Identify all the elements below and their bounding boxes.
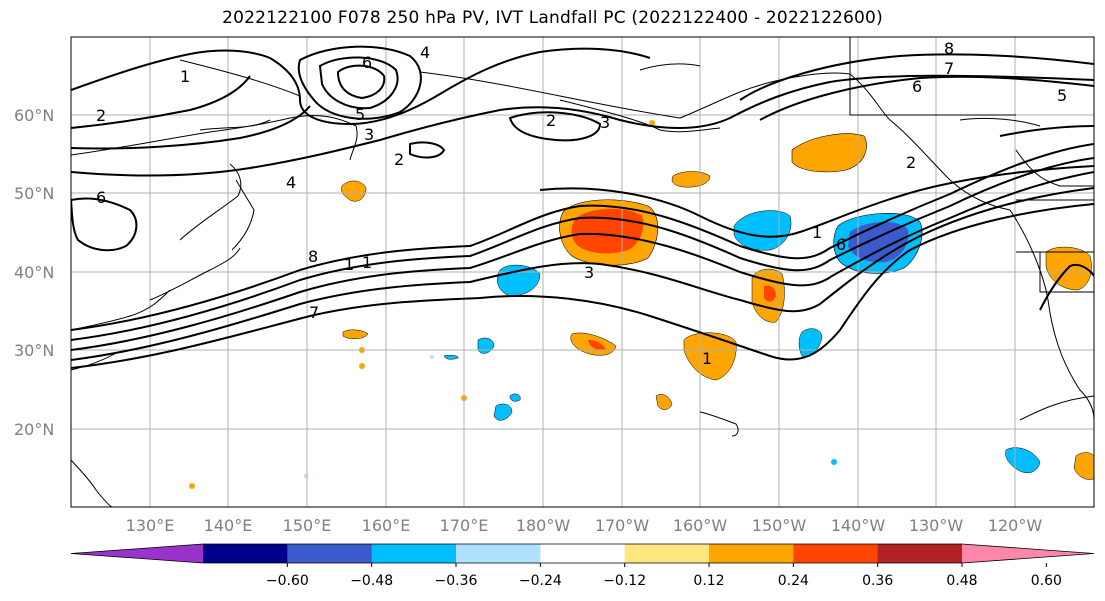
colorbar-outline <box>70 543 1095 564</box>
lon-label: 140°E <box>204 516 253 535</box>
contour-label: 8 <box>308 247 318 266</box>
colorbar-tick-label: 0.36 <box>862 573 893 589</box>
colorbar-tick-label: −0.48 <box>350 573 393 589</box>
pc-positive-blob <box>655 394 673 410</box>
colorbar-segment <box>709 544 794 563</box>
pv-contours <box>71 45 1094 369</box>
colorbar-tick-label: −0.36 <box>435 573 478 589</box>
contour-label: 1 <box>180 67 190 86</box>
pc-negative-blob <box>509 393 521 402</box>
lon-label: 170°E <box>440 516 489 535</box>
contour-label: 3 <box>364 125 374 144</box>
contour-label: 7 <box>944 59 954 78</box>
colorbar-tick-label: 0.24 <box>778 573 809 589</box>
pc-negative-blob <box>443 354 459 360</box>
lon-label: 150°E <box>283 516 332 535</box>
contour-label: 4 <box>286 173 296 192</box>
lon-label: 120°W <box>988 516 1043 535</box>
contour-label: 5 <box>355 105 365 124</box>
colorbar-tick-label: 0.48 <box>946 573 977 589</box>
colorbar-segment <box>203 544 288 563</box>
latitude-labels: 20°N 30°N 40°N 50°N 60°N <box>14 106 54 439</box>
lon-label: 160°W <box>673 516 728 535</box>
contour-label: 1 <box>362 253 372 272</box>
lon-label: 130°E <box>126 516 175 535</box>
contour-label: 3 <box>584 263 594 282</box>
colorbar-extend-low <box>71 544 203 563</box>
contour-label: 4 <box>420 43 430 62</box>
colorbar-ticks: −0.60 −0.48 −0.36 −0.24 −0.12 0.12 0.24 0.36 0.4… <box>266 563 1062 589</box>
contour-label: 1 <box>702 349 712 368</box>
contour-label: 2 <box>96 106 106 125</box>
colorbar-extend-high <box>962 544 1094 563</box>
pc-positive-core <box>764 285 776 302</box>
lat-label: 30°N <box>14 341 54 360</box>
contour-label: 7 <box>309 303 319 322</box>
lon-label: 180°W <box>516 516 571 535</box>
pc-negative-blob <box>1005 447 1041 473</box>
pc-negative-dot <box>430 355 434 359</box>
colorbar-segment <box>624 544 710 563</box>
contour-label: 5 <box>1057 86 1067 105</box>
lon-label: 150°W <box>752 516 807 535</box>
pc-shading <box>189 120 1094 489</box>
colorbar-segment <box>287 544 373 563</box>
lat-label: 50°N <box>14 184 54 203</box>
pc-positive-dot <box>649 120 655 126</box>
pc-positive-blob <box>1073 452 1094 480</box>
pc-positive-dot <box>189 483 195 489</box>
colorbar-segment <box>371 544 457 563</box>
pc-positive-dot <box>359 363 365 369</box>
colorbar-segment <box>793 544 879 563</box>
lon-label: 130°W <box>909 516 964 535</box>
contour-label: 2 <box>906 153 916 172</box>
pc-positive-blob <box>683 332 737 381</box>
pc-positive-blob <box>671 171 711 188</box>
colorbar-tick-label: −0.12 <box>603 573 646 589</box>
pc-negative-blob <box>733 210 792 251</box>
longitude-labels: 130°E 140°E 150°E 160°E 170°E 180°W 170°… <box>126 516 1043 535</box>
contour-label: 6 <box>96 188 106 207</box>
lat-label: 60°N <box>14 106 54 125</box>
coastlines <box>71 37 1094 507</box>
pc-positive-core <box>588 340 606 351</box>
colorbar-tick-label: −0.24 <box>519 573 562 589</box>
colorbar-segment <box>877 544 963 563</box>
contour-label: 6 <box>912 77 922 96</box>
contour-labels: 1 2 2 2 3 3 4 4 5 5 6 6 6 7 7 8 8 1 1 2 … <box>96 39 1067 368</box>
contour-label: 8 <box>944 39 954 58</box>
lat-label: 40°N <box>14 263 54 282</box>
pc-positive-blob <box>341 180 367 202</box>
contour-label: 1 <box>812 223 822 242</box>
pc-negative-dot <box>831 459 837 465</box>
lon-label: 160°E <box>362 516 411 535</box>
colorbar-tick-label: 0.12 <box>693 573 724 589</box>
lon-label: 140°W <box>831 516 886 535</box>
contour-label: 3 <box>600 113 610 132</box>
colorbar-segment <box>540 544 626 563</box>
lon-label: 170°W <box>595 516 650 535</box>
pc-positive-core <box>571 208 644 254</box>
contour-label: 2 <box>394 150 404 169</box>
colorbar-segment <box>456 544 541 563</box>
contour-label: 1 <box>344 255 354 274</box>
map-title: 2022122100 F078 250 hPa PV, IVT Landfall… <box>222 8 883 28</box>
contour-label: 2 <box>546 111 556 130</box>
pc-positive-blob <box>342 329 369 339</box>
contour-label: 6 <box>836 235 846 254</box>
colorbar-tick-label: −0.60 <box>266 573 309 589</box>
map-body: 1 2 2 2 3 3 4 4 5 5 6 6 6 7 7 8 8 1 1 2 … <box>71 37 1094 507</box>
map-frame <box>70 36 1095 508</box>
pc-negative-blob <box>493 403 513 421</box>
colorbar-tick-label: 0.60 <box>1031 573 1062 589</box>
contour-label: 6 <box>362 53 372 72</box>
pc-positive-blob <box>791 133 867 173</box>
lat-label: 20°N <box>14 420 54 439</box>
colorbar <box>70 543 1095 564</box>
